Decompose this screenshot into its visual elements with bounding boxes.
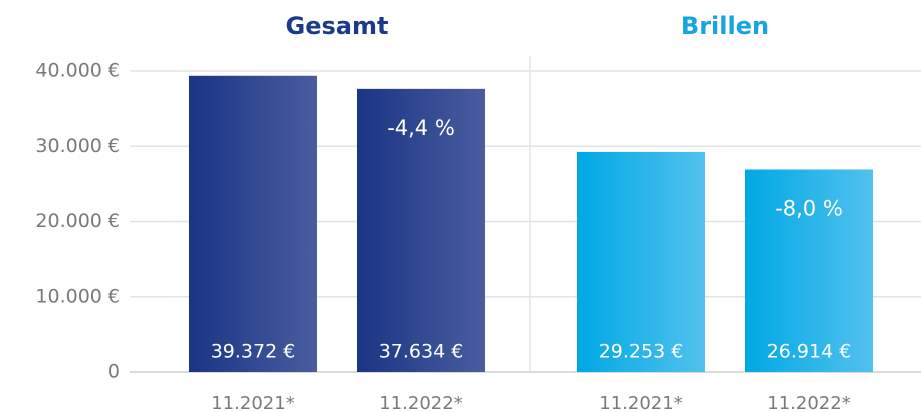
y-tick-label: 0	[108, 361, 120, 383]
change-annotation: -4,4 %	[387, 116, 455, 140]
value-label: 26.914 €	[767, 341, 852, 363]
panel-title: Gesamt	[286, 12, 389, 40]
x-tick-label: 11.2022*	[379, 393, 462, 412]
y-tick-label: 30.000 €	[35, 135, 120, 157]
bar	[189, 75, 317, 372]
y-tick-label: 20.000 €	[35, 210, 120, 232]
bar	[577, 151, 705, 372]
y-tick-label: 40.000 €	[35, 60, 120, 82]
change-annotation: -8,0 %	[775, 197, 843, 221]
bar	[357, 88, 485, 373]
x-tick-label: 11.2021*	[211, 393, 294, 412]
y-tick-label: 10.000 €	[35, 285, 120, 307]
value-label: 37.634 €	[379, 341, 464, 363]
bar	[745, 169, 873, 372]
panel-title: Brillen	[681, 12, 769, 40]
x-tick-label: 11.2021*	[599, 393, 682, 412]
x-tick-label: 11.2022*	[767, 393, 850, 412]
value-label: 29.253 €	[599, 341, 684, 363]
value-label: 39.372 €	[211, 341, 296, 363]
